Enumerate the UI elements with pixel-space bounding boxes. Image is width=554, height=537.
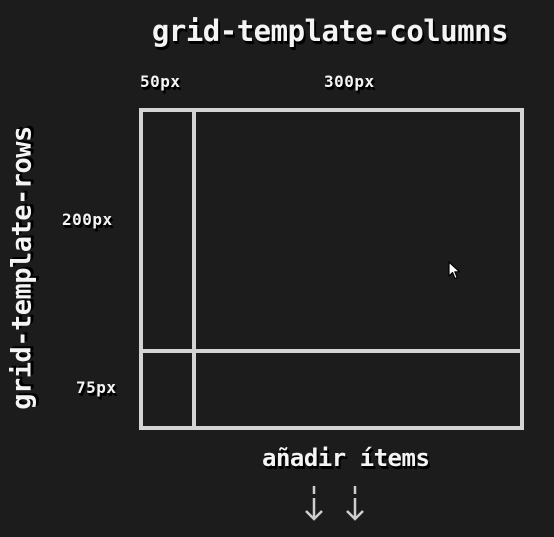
add-items-arrows <box>304 484 365 522</box>
grid-cell-r2-c2 <box>196 353 520 426</box>
column-size-label-1: 50px <box>140 72 181 91</box>
arrow-down-icon <box>345 484 365 522</box>
row-size-label-1: 200px <box>62 210 113 229</box>
row-size-label-2: 75px <box>76 378 117 397</box>
add-items-label: añadir ítems <box>262 444 430 472</box>
grid-template-columns-title: grid-template-columns <box>151 14 509 48</box>
mouse-pointer-icon <box>448 261 461 284</box>
grid-cell-r1-c1 <box>143 112 192 349</box>
grid-cell-r1-c2 <box>196 112 520 349</box>
grid-template-rows-title: grid-template-rows <box>6 126 38 410</box>
column-size-label-2: 300px <box>324 72 375 91</box>
grid-container <box>139 108 524 430</box>
arrow-down-icon <box>304 484 324 522</box>
grid-cell-r2-c1 <box>143 353 192 426</box>
